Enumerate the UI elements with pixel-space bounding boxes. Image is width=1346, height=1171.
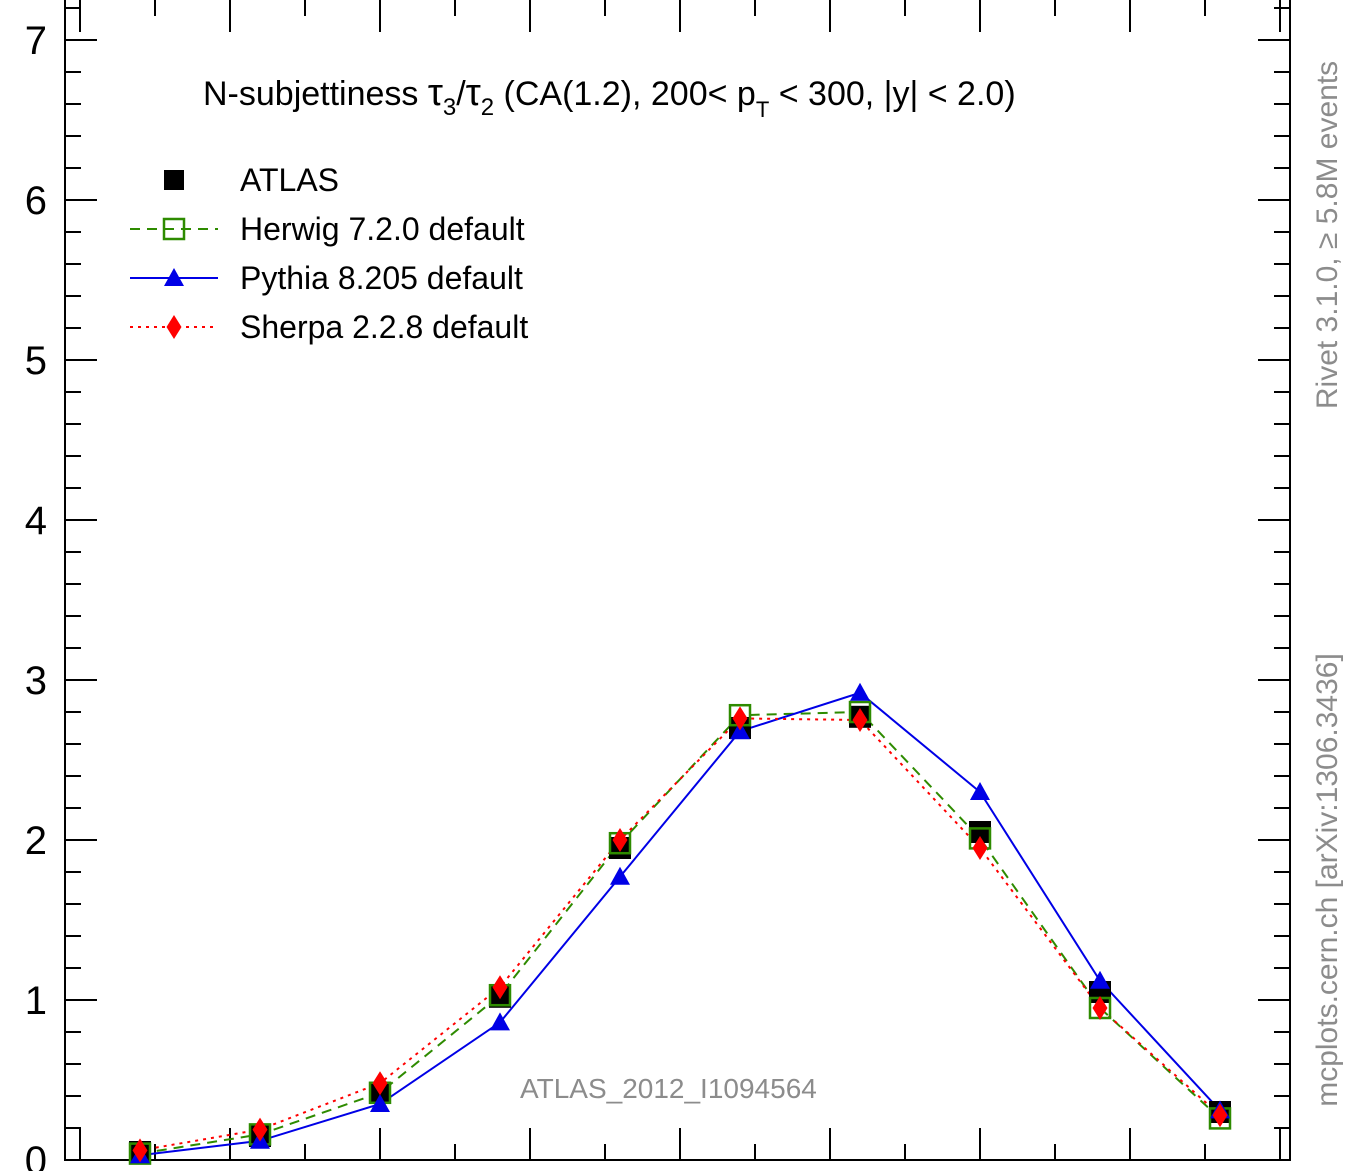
data-point-2-6	[850, 683, 870, 701]
legend-label-2: Pythia 8.205 default	[240, 260, 523, 296]
y-tick-label: 4	[25, 499, 47, 543]
y-tick-label: 5	[25, 339, 47, 383]
y-tick-label: 0	[25, 1139, 47, 1171]
chart-title: N-subjettiness τ3/τ2 (CA(1.2), 200< pT <…	[203, 72, 1016, 122]
data-point-2-7	[970, 782, 990, 800]
y-tick-label: 7	[25, 19, 47, 63]
analysis-label: ATLAS_2012_I1094564	[520, 1073, 817, 1104]
mcplots-label: mcplots.cern.ch [arXiv:1306.3436]	[1311, 653, 1344, 1107]
y-tick-label: 2	[25, 819, 47, 863]
legend: ATLAS Herwig 7.2.0 default Pythia 8.205 de…	[130, 162, 528, 345]
data-point-2-8	[1090, 971, 1110, 989]
legend-label-0: ATLAS	[240, 162, 339, 198]
y-tick-label: 3	[25, 659, 47, 703]
y-tick-labels: 0 1 2 3 4 5 6 7	[25, 19, 47, 1171]
rivet-label: Rivet 3.1.0, ≥ 5.8M events	[1311, 61, 1344, 409]
legend-marker-3	[167, 315, 182, 339]
y-tick-label: 6	[25, 179, 47, 223]
legend-label-3: Sherpa 2.2.8 default	[240, 309, 528, 345]
y-tick-label: 1	[25, 979, 47, 1023]
legend-label-1: Herwig 7.2.0 default	[240, 211, 525, 247]
legend-marker-0	[164, 170, 184, 190]
